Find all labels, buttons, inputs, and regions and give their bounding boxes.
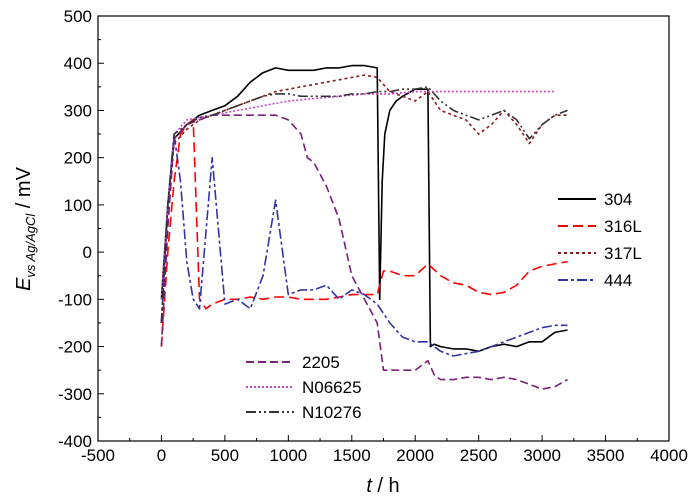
legend-label-444: 444 bbox=[604, 271, 632, 290]
y-tick-label: 300 bbox=[64, 101, 92, 120]
y-tick-label: -100 bbox=[58, 290, 92, 309]
x-tick-label: 4000 bbox=[650, 446, 688, 465]
x-tick-label: 3500 bbox=[587, 446, 625, 465]
x-tick-label: 2500 bbox=[460, 446, 498, 465]
x-axis-title-unit: / h bbox=[372, 475, 400, 497]
legend-label-n06625: N06625 bbox=[302, 378, 362, 397]
y-axis-title-unit: / mV bbox=[13, 166, 35, 213]
series-line-304 bbox=[160, 64, 568, 353]
y-axis-title-symbol: E bbox=[13, 277, 35, 291]
series-line-444 bbox=[160, 133, 568, 357]
y-tick-label: -400 bbox=[58, 432, 92, 451]
y-tick-label: -200 bbox=[58, 338, 92, 357]
y-tick-label: 500 bbox=[64, 7, 92, 26]
legend-label-304: 304 bbox=[604, 190, 632, 209]
legend-label-2205: 2205 bbox=[302, 353, 340, 372]
y-axis-title-subscript: vs Ag/AgCl bbox=[23, 213, 38, 278]
x-tick-label: 0 bbox=[157, 446, 166, 465]
x-tick-label: 2000 bbox=[396, 446, 434, 465]
series-line-2205 bbox=[160, 114, 568, 390]
y-tick-label: 200 bbox=[64, 149, 92, 168]
x-tick-label: 1500 bbox=[333, 446, 371, 465]
y-tick-label: 400 bbox=[64, 54, 92, 73]
series-layer bbox=[160, 64, 568, 390]
y-tick-label: 100 bbox=[64, 196, 92, 215]
x-tick-label: 500 bbox=[211, 446, 239, 465]
y-axis-title: Evs Ag/AgCl / mV bbox=[13, 166, 38, 291]
x-tick-label: -500 bbox=[81, 446, 115, 465]
x-axis-title: t / h bbox=[366, 475, 399, 497]
y-axis: -400 -300 -200 -100 0 100 200 300 400 500 bbox=[58, 7, 104, 451]
plot-area bbox=[98, 16, 669, 441]
x-tick-label: 1000 bbox=[269, 446, 307, 465]
y-tick-label: -300 bbox=[58, 385, 92, 404]
y-tick-label: 0 bbox=[83, 243, 92, 262]
legend-bottom: 2205 N06625 N10276 bbox=[246, 353, 362, 422]
x-axis: -500 0 500 1000 1500 2000 2500 3000 3500 4000 bbox=[81, 435, 688, 465]
legend-label-316l: 316L bbox=[604, 217, 642, 236]
series-line-n10276 bbox=[160, 86, 568, 323]
x-tick-label: 3000 bbox=[523, 446, 561, 465]
legend-label-317l: 317L bbox=[604, 244, 642, 263]
legend-right: 304 316L 317L 444 bbox=[558, 190, 642, 290]
x-axis-title-symbol: t bbox=[366, 475, 373, 497]
legend-label-n10276: N10276 bbox=[302, 403, 362, 422]
series-line-n06625 bbox=[160, 90, 555, 300]
